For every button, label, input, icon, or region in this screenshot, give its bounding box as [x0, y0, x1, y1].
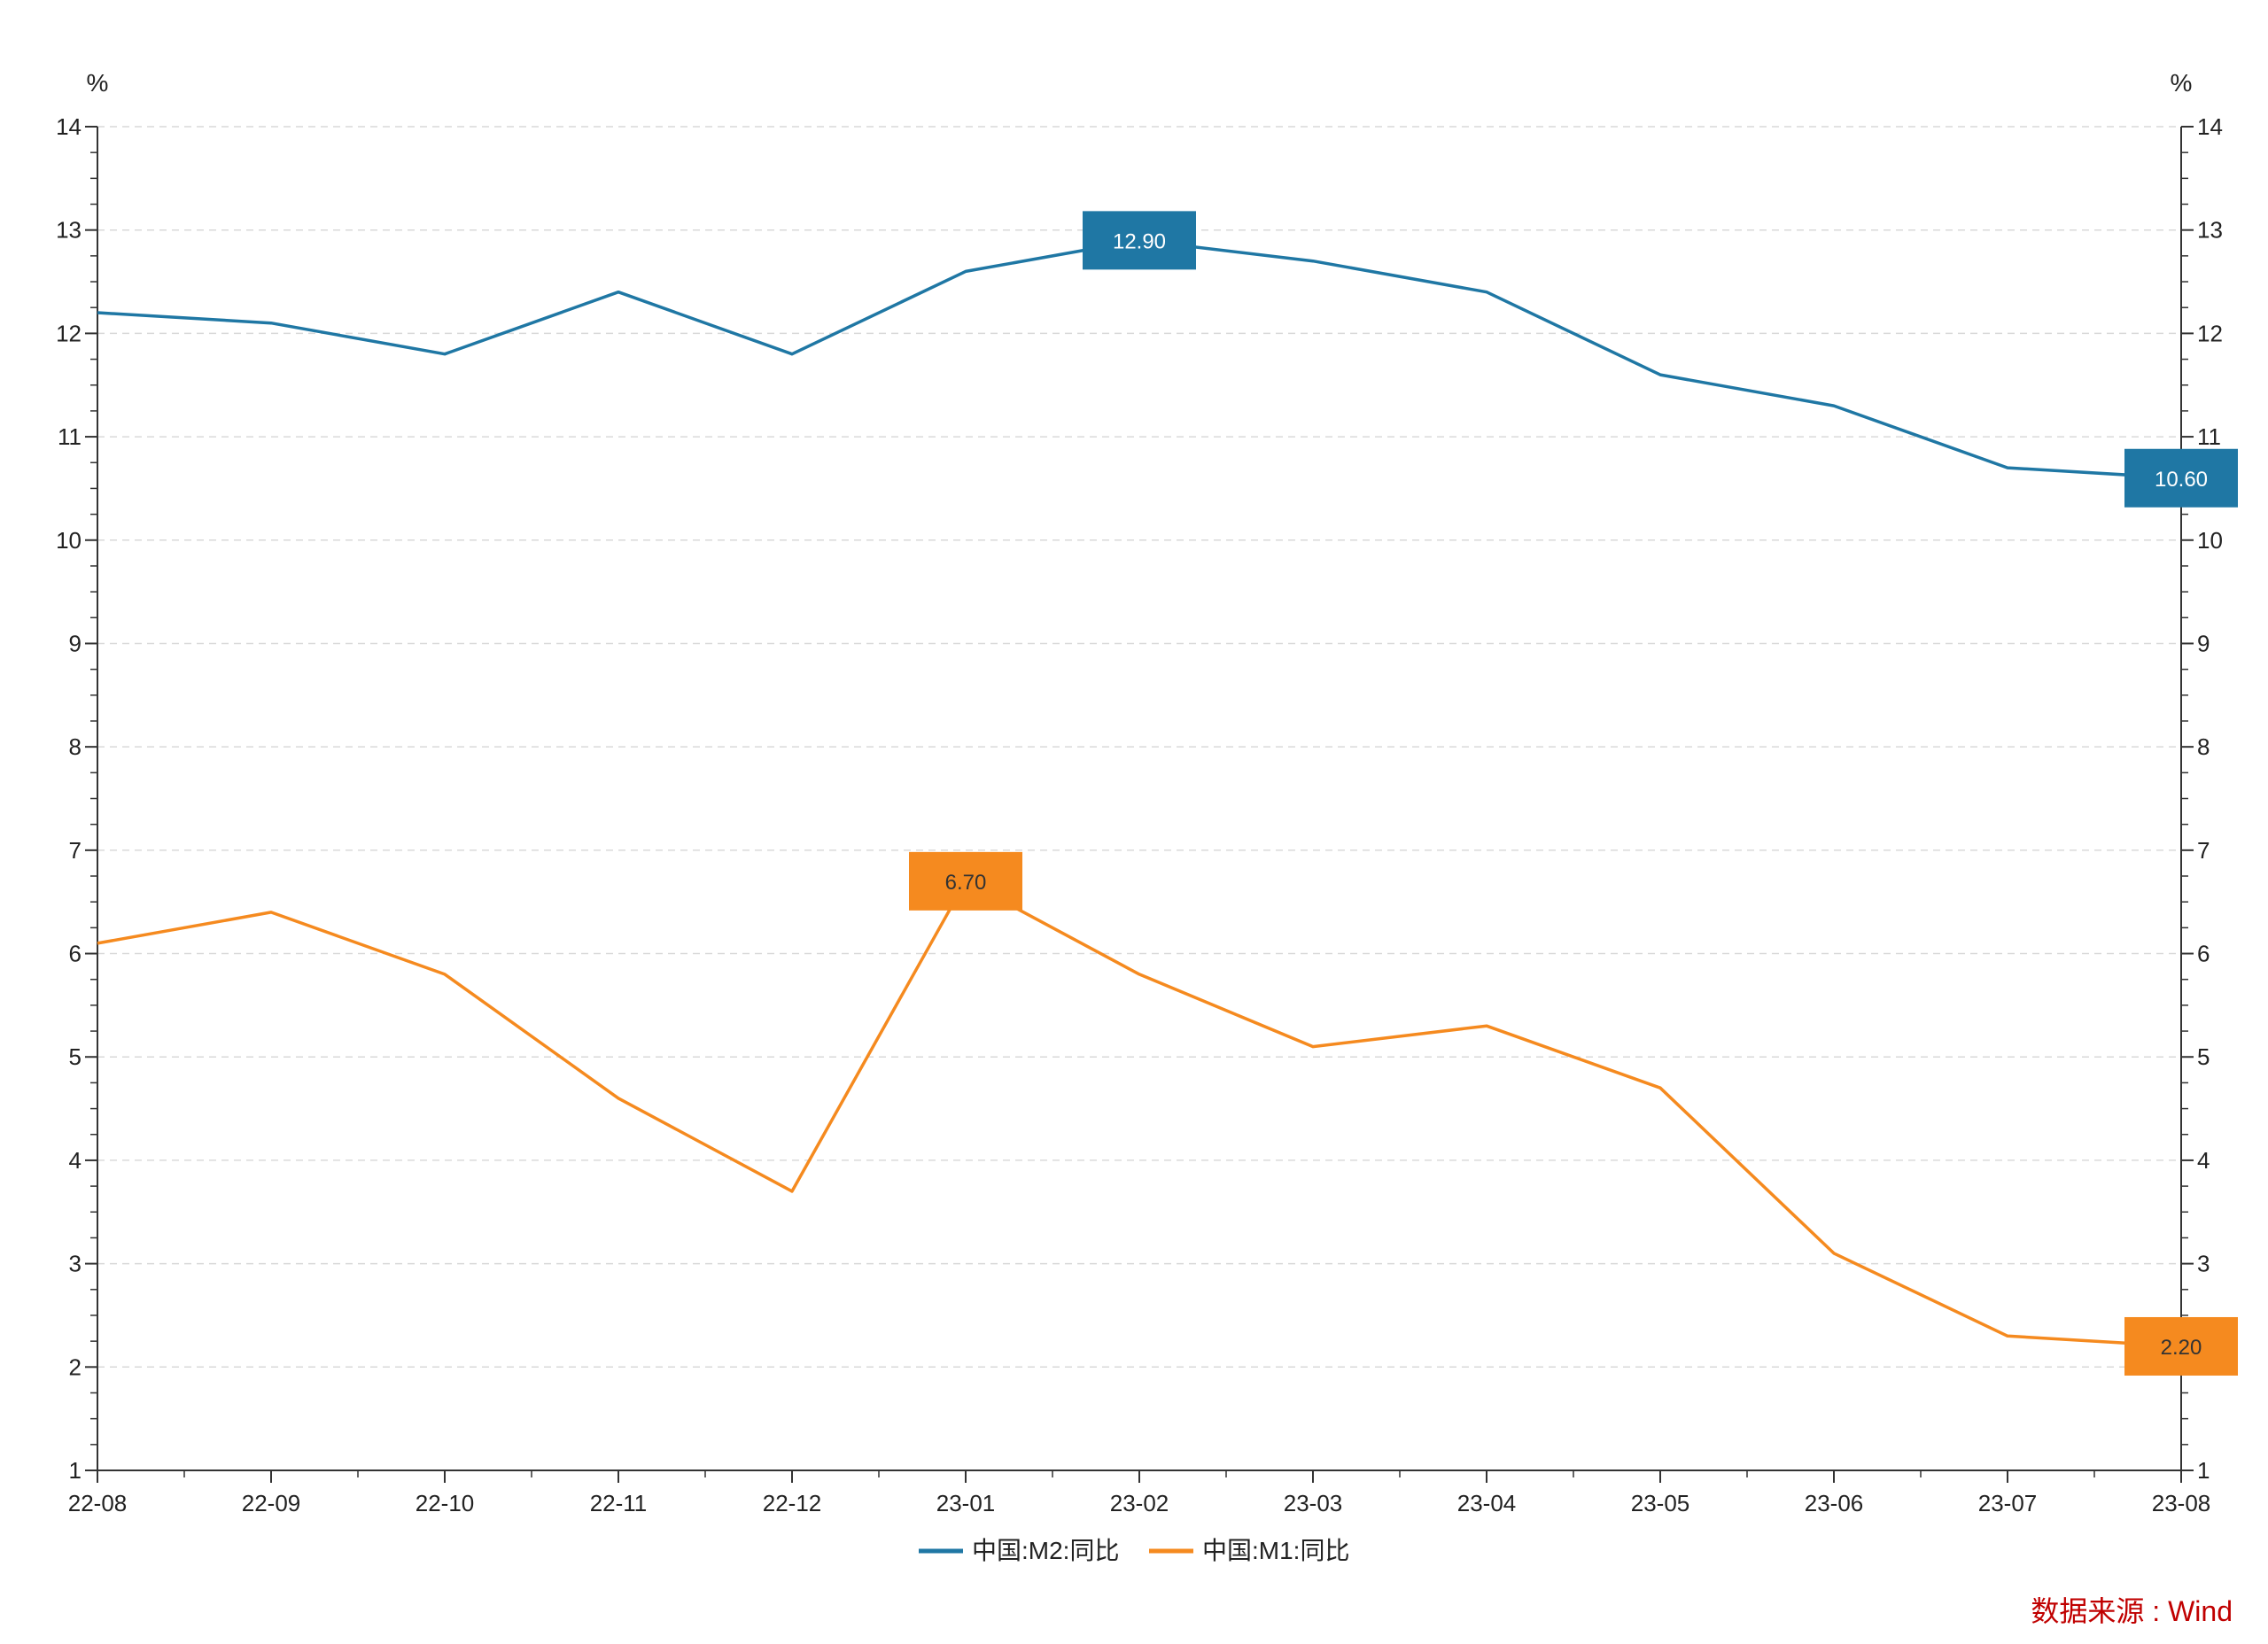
x-tick-label: 23-05	[1631, 1490, 1690, 1516]
y-tick-label-left: 11	[58, 423, 82, 450]
y-tick-label-right: 7	[2197, 837, 2210, 864]
series-lines	[97, 238, 2182, 1348]
x-tick-label: 23-07	[1978, 1490, 2038, 1516]
y-tick-label-right: 6	[2197, 941, 2210, 967]
y-tick-label-right: 5	[2197, 1043, 2210, 1070]
y-tick-label-right: 1	[2197, 1457, 2210, 1484]
y-unit-label-left: %	[87, 69, 109, 97]
callout-box	[909, 851, 1022, 911]
callout-label: 2.20	[2161, 1336, 2202, 1360]
value-callouts: 12.90 10.60 6.70 2.20	[909, 211, 2238, 1376]
callout-label: 12.90	[1113, 229, 1166, 253]
y-tick-label-right: 13	[2197, 217, 2223, 244]
legend: 中国:M2:同比 中国:M1:同比	[919, 1537, 1349, 1564]
y-tick-label-left: 5	[69, 1043, 82, 1070]
x-tick-label: 22-10	[416, 1490, 475, 1516]
y-tick-label-left: 4	[69, 1147, 82, 1174]
y-tick-label-right: 4	[2197, 1147, 2210, 1174]
callout-box	[2124, 1316, 2238, 1376]
series-line-m1	[97, 880, 2182, 1348]
x-tick-label: 22-11	[590, 1490, 648, 1516]
x-tick-label: 23-02	[1110, 1490, 1169, 1516]
callout-box	[2124, 448, 2238, 508]
y-tick-label-left: 3	[69, 1251, 82, 1277]
y-tick-label-right: 3	[2197, 1251, 2210, 1277]
x-tick-label: 22-08	[68, 1490, 128, 1516]
y-tick-label-left: 8	[69, 733, 82, 760]
x-tick-label: 22-09	[242, 1490, 301, 1516]
x-tick-label: 23-01	[936, 1490, 996, 1516]
y-tick-label-left: 9	[69, 630, 82, 656]
legend-label: 中国:M2:同比	[972, 1537, 1119, 1564]
y-tick-label-right: 11	[2197, 423, 2221, 450]
y-tick-label-right: 14	[2197, 113, 2223, 140]
y-tick-label-left: 12	[56, 320, 82, 346]
x-tick-label: 23-08	[2152, 1490, 2211, 1516]
callout-box	[1083, 211, 1196, 270]
x-tick-label: 23-03	[1284, 1490, 1343, 1516]
callout-label: 10.60	[2155, 468, 2208, 492]
y-tick-label-right: 12	[2197, 320, 2223, 346]
axes: 11223344556677889910101111121213131414%%…	[56, 69, 2223, 1516]
grid-lines	[97, 126, 2181, 1369]
y-tick-label-right: 8	[2197, 733, 2210, 760]
y-tick-label-right: 9	[2197, 630, 2210, 656]
y-tick-label-left: 14	[56, 113, 82, 140]
y-tick-label-left: 7	[69, 837, 82, 864]
x-tick-label: 23-04	[1457, 1490, 1517, 1516]
series-line-m2	[97, 238, 2182, 480]
callout-label: 6.70	[945, 871, 987, 895]
x-tick-label: 22-12	[763, 1490, 822, 1516]
y-tick-label-left: 10	[56, 527, 82, 554]
y-tick-label-right: 10	[2197, 527, 2223, 554]
y-tick-label-left: 13	[56, 217, 82, 244]
data-source-label: 数据来源 : Wind	[2031, 1595, 2233, 1627]
y-tick-label-left: 1	[69, 1457, 82, 1484]
x-tick-label: 23-06	[1805, 1490, 1864, 1516]
legend-label: 中国:M1:同比	[1202, 1537, 1349, 1564]
y-unit-label-right: %	[2171, 69, 2193, 97]
y-tick-label-left: 6	[69, 941, 82, 967]
y-tick-label-left: 2	[69, 1353, 82, 1380]
